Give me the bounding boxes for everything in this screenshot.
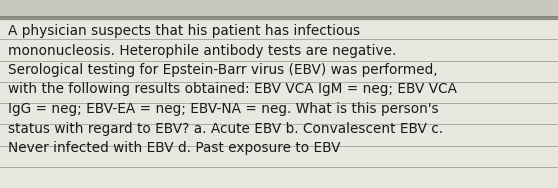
Text: A physician suspects that his patient has infectious
mononucleosis. Heterophile : A physician suspects that his patient ha… <box>8 24 457 155</box>
Bar <box>0 0 558 18</box>
